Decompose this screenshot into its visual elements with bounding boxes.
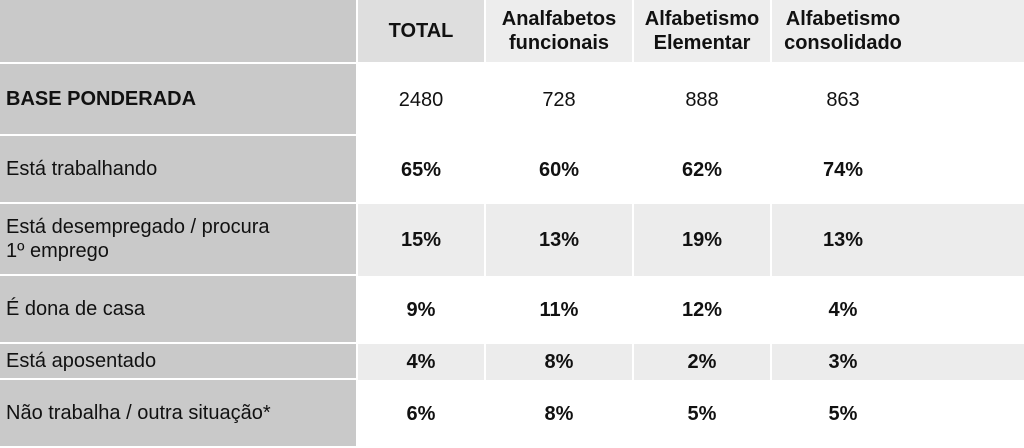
table-cell: 19% (632, 204, 770, 276)
table-cell: 6% (356, 380, 484, 448)
row-filler (914, 64, 1024, 136)
column-header-label: Analfabetos (501, 8, 617, 30)
table-cell: 9% (356, 276, 484, 344)
table-corner (0, 0, 356, 64)
column-header-total: TOTAL (356, 0, 484, 64)
table-cell: 65% (356, 136, 484, 204)
table-cell: 5% (770, 380, 914, 448)
row-label-base: BASE PONDERADA (0, 64, 356, 136)
header-filler (914, 0, 1024, 64)
row-label-text: Está desempregado / procura (6, 216, 270, 238)
row-label-trabalhando: Está trabalhando (0, 136, 356, 204)
row-label-aposentado: Está aposentado (0, 344, 356, 380)
row-label-text: Está trabalhando (6, 158, 158, 180)
table-cell: 2480 (356, 64, 484, 136)
column-header-elementar: Alfabetismo Elementar (632, 0, 770, 64)
row-label-text: 1º emprego (6, 240, 109, 262)
table-cell: 8% (484, 380, 632, 448)
table-cell: 62% (632, 136, 770, 204)
column-header-label: Alfabetismo (785, 8, 901, 30)
row-filler (914, 380, 1024, 448)
row-label-text: É dona de casa (6, 298, 145, 320)
column-header-label: TOTAL (388, 20, 454, 42)
row-filler (914, 204, 1024, 276)
table-cell: 74% (770, 136, 914, 204)
table-cell: 888 (632, 64, 770, 136)
row-label-text: Está aposentado (6, 350, 157, 372)
column-header-label: Elementar (653, 32, 751, 54)
row-label-desempregado: Está desempregado / procura 1º emprego (0, 204, 356, 276)
column-header-analfabetos: Analfabetos funcionais (484, 0, 632, 64)
table-cell: 728 (484, 64, 632, 136)
row-filler (914, 344, 1024, 380)
table-cell: 4% (770, 276, 914, 344)
row-label-text: BASE PONDERADA (6, 88, 197, 110)
table-cell: 2% (632, 344, 770, 380)
table-cell: 4% (356, 344, 484, 380)
column-header-consolidado: Alfabetismo consolidado (770, 0, 914, 64)
table-cell: 5% (632, 380, 770, 448)
table-cell: 12% (632, 276, 770, 344)
table-cell: 863 (770, 64, 914, 136)
column-header-label: funcionais (508, 32, 609, 54)
table-cell: 13% (770, 204, 914, 276)
table-cell: 8% (484, 344, 632, 380)
row-label-nao-trabalha: Não trabalha / outra situação* (0, 380, 356, 448)
table-cell: 3% (770, 344, 914, 380)
row-label-dona-de-casa: É dona de casa (0, 276, 356, 344)
table-cell: 60% (484, 136, 632, 204)
column-header-label: consolidado (784, 32, 902, 54)
row-filler (914, 276, 1024, 344)
row-label-text: Não trabalha / outra situação* (6, 402, 271, 424)
row-filler (914, 136, 1024, 204)
table-cell: 11% (484, 276, 632, 344)
table-cell: 15% (356, 204, 484, 276)
table-cell: 13% (484, 204, 632, 276)
column-header-label: Alfabetismo (644, 8, 760, 30)
